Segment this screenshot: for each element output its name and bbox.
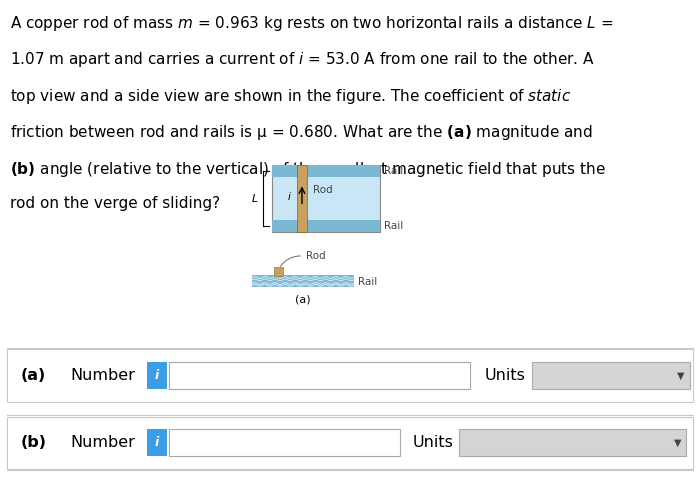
Text: Rail: Rail bbox=[384, 221, 403, 231]
Text: A copper rod of mass $m$ = 0.963 kg rests on two horizontal rails a distance $L$: A copper rod of mass $m$ = 0.963 kg rest… bbox=[10, 14, 613, 33]
Text: rod on the verge of sliding?: rod on the verge of sliding? bbox=[10, 196, 220, 211]
Text: top view and a side view are shown in the figure. The coefficient of $\it{static: top view and a side view are shown in th… bbox=[10, 87, 571, 106]
Text: friction between rod and rails is μ = 0.680. What are the $\bf{(a)}$ magnitude a: friction between rod and rails is μ = 0.… bbox=[10, 123, 592, 142]
Text: 1.07 m apart and carries a current of $i$ = 53.0 A from one rail to the other. A: 1.07 m apart and carries a current of $i… bbox=[10, 50, 594, 69]
Text: i: i bbox=[155, 369, 159, 382]
Text: Number: Number bbox=[70, 368, 135, 383]
Text: i: i bbox=[155, 436, 159, 450]
Text: Number: Number bbox=[70, 435, 135, 451]
Text: Rail: Rail bbox=[358, 277, 377, 287]
Text: (b): (b) bbox=[21, 435, 47, 451]
FancyBboxPatch shape bbox=[147, 429, 167, 457]
Text: Units: Units bbox=[413, 435, 454, 451]
Text: Rod: Rod bbox=[313, 185, 332, 195]
Bar bbox=[252, 275, 354, 287]
Text: $\bf{(b)}$ angle (relative to the vertical) of the smallest magnetic field that : $\bf{(b)}$ angle (relative to the vertic… bbox=[10, 160, 605, 179]
Text: Rail: Rail bbox=[384, 166, 403, 176]
Text: (a): (a) bbox=[295, 294, 310, 304]
Bar bbox=[272, 220, 380, 232]
FancyBboxPatch shape bbox=[147, 362, 167, 389]
FancyBboxPatch shape bbox=[532, 362, 690, 389]
Bar bbox=[272, 165, 380, 232]
Text: Units: Units bbox=[485, 368, 526, 383]
Bar bbox=[272, 165, 380, 177]
Text: Rod: Rod bbox=[306, 251, 326, 261]
Bar bbox=[274, 267, 284, 276]
Bar bbox=[297, 165, 307, 232]
FancyBboxPatch shape bbox=[7, 417, 693, 469]
FancyBboxPatch shape bbox=[7, 349, 693, 402]
Text: ▼: ▼ bbox=[678, 370, 685, 381]
FancyBboxPatch shape bbox=[169, 429, 400, 457]
Text: (a): (a) bbox=[21, 368, 46, 383]
FancyBboxPatch shape bbox=[458, 429, 686, 457]
Text: $i$: $i$ bbox=[287, 190, 292, 202]
FancyBboxPatch shape bbox=[169, 362, 470, 389]
Text: $L$: $L$ bbox=[251, 192, 258, 205]
Text: ▼: ▼ bbox=[674, 438, 681, 448]
